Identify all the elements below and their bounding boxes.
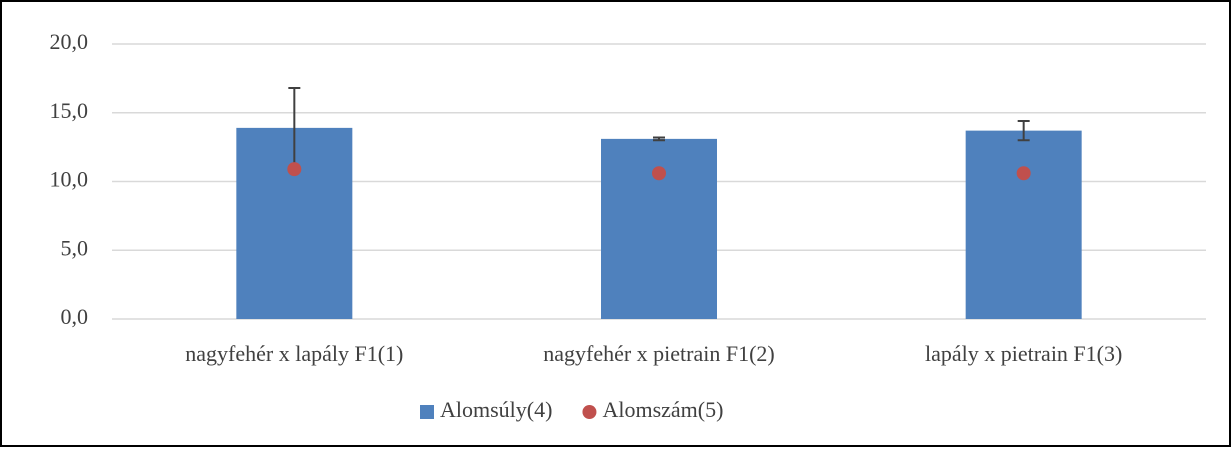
legend-marker bbox=[582, 405, 597, 419]
bar bbox=[965, 130, 1082, 319]
x-tick-label: nagyfehér x pietrain F1(2) bbox=[543, 341, 775, 366]
point bbox=[652, 166, 666, 181]
legend-label: Alomszám(5) bbox=[602, 397, 723, 422]
y-tick-label: 10,0 bbox=[50, 167, 89, 192]
point bbox=[1016, 166, 1031, 181]
x-tick-label: lapály x pietrain F1(3) bbox=[925, 341, 1122, 366]
legend-marker bbox=[420, 405, 434, 419]
bar bbox=[601, 138, 717, 319]
y-tick-label: 20,0 bbox=[50, 29, 89, 54]
x-tick-label: nagyfehér x lapály F1(1) bbox=[185, 341, 403, 366]
point bbox=[287, 162, 302, 177]
y-tick-label: 0,0 bbox=[61, 304, 89, 329]
y-tick-label: 5,0 bbox=[61, 235, 89, 260]
y-tick-label: 15,0 bbox=[50, 98, 89, 123]
legend-label: Alomsúly(4) bbox=[440, 397, 552, 422]
